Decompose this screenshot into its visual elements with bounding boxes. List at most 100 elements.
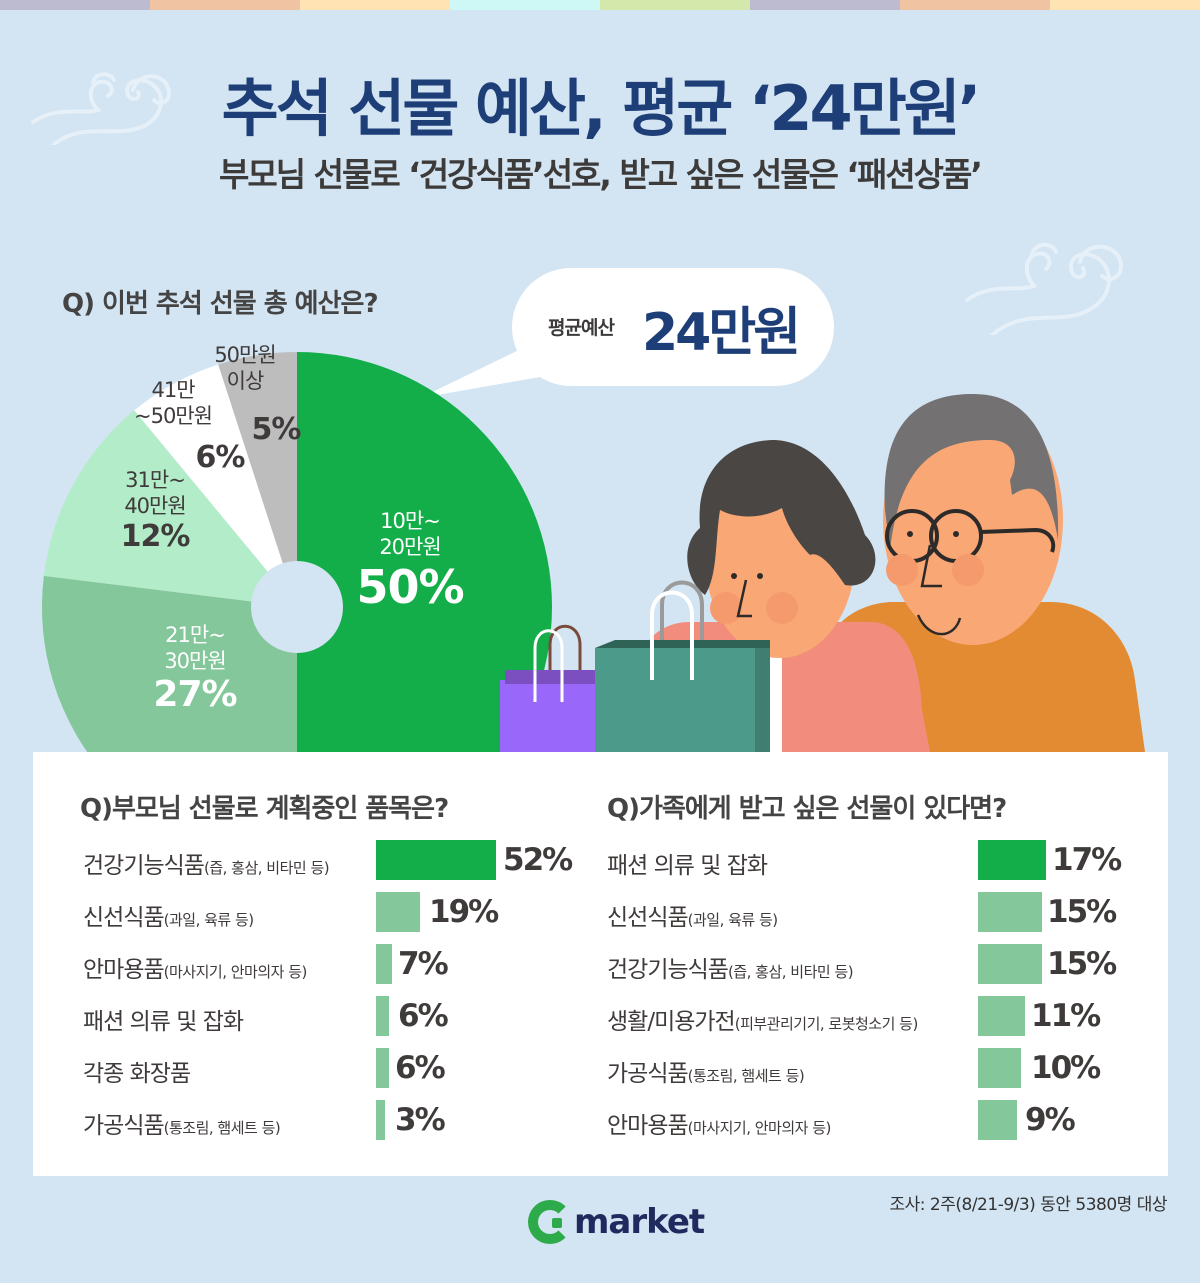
bar (376, 996, 389, 1036)
slice-range-line2: ~50만원 (134, 404, 213, 428)
pie-label-10-20: 10만~ 20만원 50% (345, 508, 475, 614)
bar (978, 1048, 1021, 1088)
pie-slice-10-20 (297, 352, 552, 752)
survey-source-note: 조사: 2주(8/21-9/3) 동안 5380명 대상 (889, 1195, 1168, 1215)
row-label: 신선식품 (83, 905, 165, 931)
purple-bag (500, 680, 600, 752)
purple-bag-handle-white (533, 629, 564, 702)
woman-cheek (710, 592, 742, 624)
man-hair-shape (884, 394, 1059, 550)
stripe-segment (750, 0, 900, 10)
row-note: (마사지기, 안마의자 등) (687, 1119, 832, 1137)
man-eye (907, 531, 913, 537)
pie-donut-hole (251, 561, 343, 653)
bar (978, 944, 1042, 984)
stripe-segment (600, 0, 750, 10)
glasses-arm (980, 527, 1056, 553)
row-value: 15% (1047, 946, 1117, 982)
slice-range-line2: 이상 (226, 369, 265, 393)
row-label: 가공식품 (83, 1113, 165, 1139)
family-row: 신선식품(과일, 육류 등) 15% (607, 892, 1147, 932)
row-value: 19% (429, 894, 499, 930)
slice-range-line1: 31만~ (125, 468, 186, 492)
pie-pct-50-plus: 5% (246, 412, 306, 448)
row-label: 가공식품 (607, 1061, 689, 1087)
bar (376, 840, 496, 880)
row-note: (통조림, 햄세트 등) (687, 1067, 805, 1085)
man-cheek (886, 554, 918, 586)
man-eye (953, 531, 959, 537)
row-value: 7% (398, 946, 449, 982)
row-note: (과일, 육류 등) (163, 911, 255, 929)
row-note: (즙, 홍삼, 비타민 등) (203, 859, 330, 877)
bar (978, 996, 1025, 1036)
man-smile (916, 614, 962, 636)
row-label: 건강기능식품 (607, 957, 729, 983)
woman-nose (736, 579, 752, 618)
bar (978, 1100, 1017, 1140)
average-budget-label: 평균예산 (548, 317, 615, 339)
man-cheek (952, 554, 984, 586)
pie-label-31-40: 31만~ 40만원 12% (90, 467, 220, 555)
row-value: 6% (395, 1050, 446, 1086)
bar (376, 1048, 389, 1088)
cloud-icon (31, 72, 172, 145)
row-label: 안마용품 (83, 957, 165, 983)
bar (376, 892, 420, 932)
pie-slice-41-50 (134, 364, 297, 607)
stripe-segment (300, 0, 450, 10)
slice-range-line2: 40만원 (124, 494, 186, 518)
green-bag-handle-white (650, 590, 694, 680)
parents-row: 안마용품(마사지기, 안마의자 등) 7% (83, 944, 593, 984)
stripe-segment (450, 0, 600, 10)
pie-slice-31-40 (43, 410, 298, 607)
row-value: 6% (398, 998, 449, 1034)
family-row: 안마용품(마사지기, 안마의자 등) 9% (607, 1100, 1147, 1140)
slice-pct: 50% (356, 560, 464, 614)
stripe-segment (900, 0, 1050, 10)
slice-range-line1: 21만~ (165, 623, 226, 647)
green-bag-side (755, 648, 770, 752)
budget-question: Q) 이번 추석 선물 총 예산은? (62, 289, 379, 319)
row-value: 52% (503, 842, 573, 878)
slice-pct: 6% (195, 440, 246, 475)
average-budget-bubble (512, 268, 834, 386)
row-label: 안마용품 (607, 1113, 689, 1139)
parents-row: 패션 의류 및 잡화 6% (83, 996, 593, 1036)
row-label: 패션 의류 및 잡화 (83, 1009, 244, 1035)
row-note: (통조림, 햄세트 등) (163, 1119, 281, 1137)
top-color-stripe (0, 0, 1200, 10)
row-label: 건강기능식품 (83, 853, 205, 879)
row-note: (피부관리기기, 로봇청소기 등) (734, 1015, 919, 1033)
row-label: 생활/미용가전 (607, 1009, 736, 1035)
pie-label-41-50: 41만 ~50만원 (108, 377, 238, 429)
budget-pie-chart (42, 352, 552, 752)
parents-row: 신선식품(과일, 육류 등) 19% (83, 892, 593, 932)
row-label: 신선식품 (607, 905, 689, 931)
bar (978, 840, 1046, 880)
family-row: 건강기능식품(즙, 홍삼, 비타민 등) 15% (607, 944, 1147, 984)
row-value: 9% (1025, 1102, 1076, 1138)
parents-row: 가공식품(통조림, 햄세트 등) 3% (83, 1100, 593, 1140)
row-value: 15% (1047, 894, 1117, 930)
page-subtitle: 부모님 선물로 ‘건강식품’선호, 받고 싶은 선물은 ‘패션상품’ (219, 155, 983, 194)
pie-slice-21-30 (42, 575, 297, 752)
woman-shirt-collar (768, 630, 782, 752)
parents-row: 각종 화장품 6% (83, 1048, 593, 1088)
green-bag (595, 648, 770, 752)
slice-range-line2: 20만원 (379, 535, 441, 559)
row-value: 3% (395, 1102, 446, 1138)
row-note: (마사지기, 안마의자 등) (163, 963, 308, 981)
woman-eye (757, 573, 763, 579)
elderly-couple-illustration (500, 394, 1145, 752)
row-value: 11% (1031, 998, 1101, 1034)
cloud-icon (965, 242, 1123, 335)
bar (978, 892, 1042, 932)
pie-slice-50-plus (218, 352, 297, 607)
stripe-segment (150, 0, 300, 10)
row-note: (즙, 홍삼, 비타민 등) (727, 963, 854, 981)
green-bag-handle (660, 580, 704, 650)
slice-range-line1: 41만 (151, 378, 195, 402)
family-question: Q)가족에게 받고 싶은 선물이 있다면? (607, 794, 1007, 824)
slice-range-line1: 50만원 (214, 343, 276, 367)
